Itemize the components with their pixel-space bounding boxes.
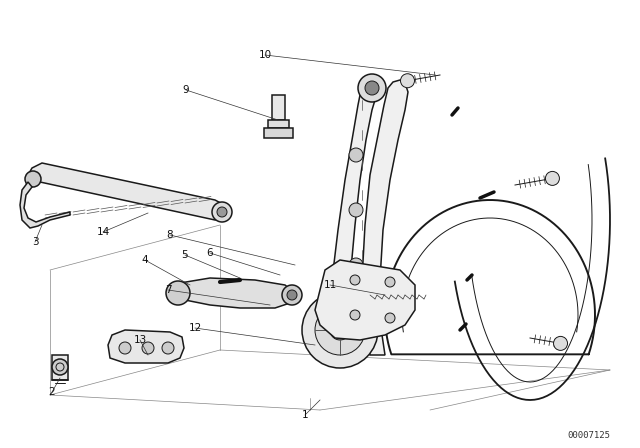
Text: 00007125: 00007125 bbox=[567, 431, 610, 440]
Polygon shape bbox=[28, 163, 230, 220]
Text: 1: 1 bbox=[301, 410, 308, 420]
Circle shape bbox=[142, 342, 154, 354]
Circle shape bbox=[358, 74, 386, 102]
Text: 2: 2 bbox=[49, 387, 55, 397]
Text: 7: 7 bbox=[164, 285, 172, 295]
Text: 12: 12 bbox=[188, 323, 202, 333]
Polygon shape bbox=[264, 128, 293, 138]
Circle shape bbox=[350, 275, 360, 285]
Text: 14: 14 bbox=[97, 227, 109, 237]
Circle shape bbox=[375, 300, 395, 320]
Polygon shape bbox=[272, 95, 285, 120]
Text: 13: 13 bbox=[133, 335, 147, 345]
Circle shape bbox=[330, 320, 350, 340]
Text: 3: 3 bbox=[32, 237, 38, 247]
Circle shape bbox=[25, 171, 41, 187]
Circle shape bbox=[282, 285, 302, 305]
Circle shape bbox=[545, 172, 559, 185]
Circle shape bbox=[385, 313, 395, 323]
Circle shape bbox=[365, 81, 379, 95]
Circle shape bbox=[349, 258, 363, 272]
Circle shape bbox=[315, 305, 365, 355]
Text: 5: 5 bbox=[182, 250, 188, 260]
Text: 10: 10 bbox=[259, 50, 271, 60]
Text: 11: 11 bbox=[323, 280, 337, 290]
Circle shape bbox=[349, 203, 363, 217]
Polygon shape bbox=[268, 120, 289, 128]
Circle shape bbox=[349, 148, 363, 162]
Circle shape bbox=[287, 290, 297, 300]
Polygon shape bbox=[20, 182, 70, 228]
Circle shape bbox=[385, 277, 395, 287]
Circle shape bbox=[367, 292, 403, 328]
Circle shape bbox=[350, 310, 360, 320]
Circle shape bbox=[162, 342, 174, 354]
Circle shape bbox=[401, 74, 415, 88]
Circle shape bbox=[166, 281, 190, 305]
Polygon shape bbox=[108, 330, 184, 363]
Circle shape bbox=[217, 207, 227, 217]
Polygon shape bbox=[175, 278, 295, 308]
Text: 6: 6 bbox=[207, 248, 213, 258]
Circle shape bbox=[554, 336, 568, 350]
Circle shape bbox=[302, 292, 378, 368]
Polygon shape bbox=[362, 80, 408, 355]
Circle shape bbox=[212, 202, 232, 222]
Polygon shape bbox=[330, 80, 378, 355]
Circle shape bbox=[52, 359, 68, 375]
Circle shape bbox=[349, 303, 363, 317]
Polygon shape bbox=[52, 355, 68, 380]
Text: 4: 4 bbox=[141, 255, 148, 265]
Text: 9: 9 bbox=[182, 85, 189, 95]
Circle shape bbox=[119, 342, 131, 354]
Polygon shape bbox=[315, 260, 415, 340]
Text: 8: 8 bbox=[166, 230, 173, 240]
